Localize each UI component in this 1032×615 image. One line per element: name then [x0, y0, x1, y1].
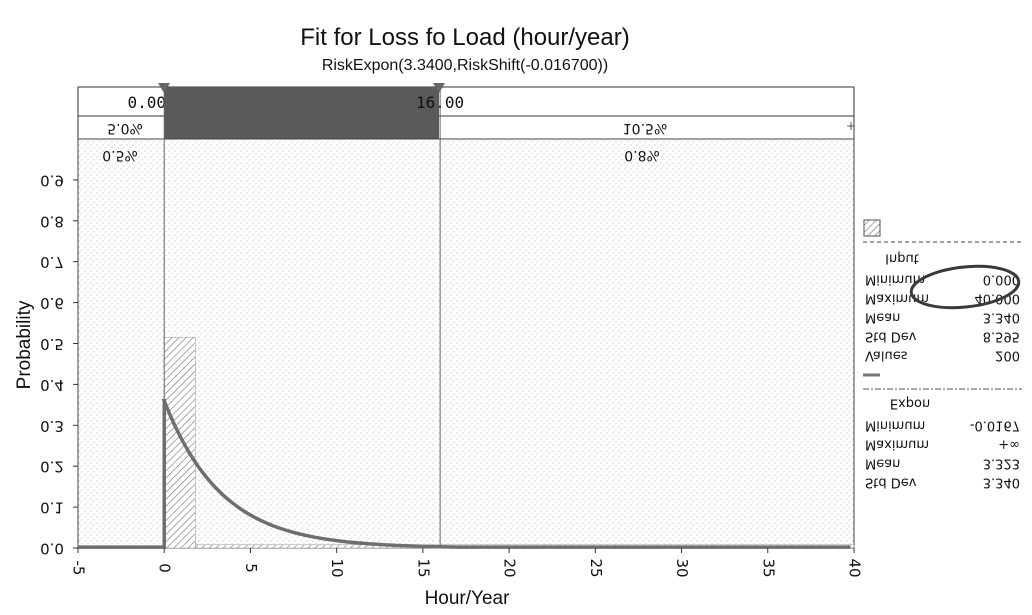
- y-tick-label: 0.4: [40, 376, 64, 394]
- x-tick-label: 35: [759, 558, 777, 577]
- y-tick-label: 0.1: [40, 499, 64, 517]
- legend-row-label: Std Dev: [865, 329, 917, 344]
- x-tick-label: 25: [587, 558, 605, 577]
- right-percent-bottom: 0.8%: [624, 147, 660, 163]
- legend-row-value: +∞: [998, 437, 1020, 452]
- annotation-circle: [909, 264, 1021, 310]
- y-tick-label: 0.0: [40, 540, 64, 558]
- legend-row-label: Mean: [865, 310, 900, 325]
- y-tick-label: 0.3: [40, 417, 64, 435]
- legend-row-label: Mean: [865, 456, 900, 471]
- legend-row-label: Std Dev: [865, 475, 917, 490]
- legend-row-value: 3.340: [983, 475, 1020, 490]
- legend-row-label: Minimum: [865, 418, 925, 433]
- chart-title: Fit for Loss fo Load (hour/year): [300, 24, 629, 51]
- chart-subtitle: RiskExpon(3.3400,RiskShift(-0.016700)): [322, 57, 608, 74]
- legend-row-label: Maximum: [865, 437, 929, 452]
- x-tick-label: 0: [156, 563, 174, 573]
- y-tick-label: 0.5: [40, 335, 64, 353]
- legend-row-value: 8.595: [983, 329, 1020, 344]
- left-delimiter-value: 0.00: [127, 93, 166, 112]
- legend-row-value: 200: [995, 348, 1020, 363]
- x-tick-label: 5: [242, 563, 260, 573]
- delimiter-band: [164, 87, 439, 139]
- left-percent-bottom: 0.5%: [102, 147, 138, 163]
- x-axis-label: Hour/Year: [425, 588, 511, 609]
- x-tick-label: 10: [328, 558, 346, 577]
- legend-input-swatch: [863, 219, 881, 237]
- legend-row-value: 3.340: [983, 310, 1020, 325]
- right-delimiter-handle[interactable]: [433, 83, 445, 93]
- x-tick-label: 30: [673, 558, 691, 577]
- legend-input-title: Input: [885, 251, 919, 266]
- left-percent-top: 5.0%: [107, 120, 143, 136]
- legend-row-value: 3.323: [983, 456, 1020, 471]
- fit-curve: [78, 399, 851, 549]
- delimiter-header: 0.00 16.00 5.0% 10.5% +: [77, 83, 856, 140]
- y-tick-label: 0.7: [40, 253, 64, 271]
- x-tick-label: -5: [70, 561, 88, 576]
- x-tick-label: 15: [414, 558, 432, 577]
- legend-row-label: Minimum: [865, 272, 925, 287]
- y-tick-label: 0.6: [40, 294, 64, 312]
- y-axis-label: Probability: [14, 300, 35, 389]
- histogram-bar: [163, 337, 196, 549]
- legend-row-value: -0.0167: [970, 418, 1020, 433]
- legend-fit-title: Expon: [890, 396, 930, 411]
- legend-row-label: Values: [865, 348, 908, 363]
- y-tick-label: 0.2: [40, 458, 64, 476]
- x-tick-label: 20: [501, 558, 519, 577]
- legend-row-value: 0.000: [983, 272, 1020, 287]
- y-tick-label: 0.8: [40, 212, 64, 230]
- right-percent-top: 10.5%: [623, 120, 667, 136]
- header-marker: +: [846, 119, 856, 133]
- x-tick-label: 40: [846, 558, 864, 577]
- y-tick-label: 0.9: [40, 171, 64, 189]
